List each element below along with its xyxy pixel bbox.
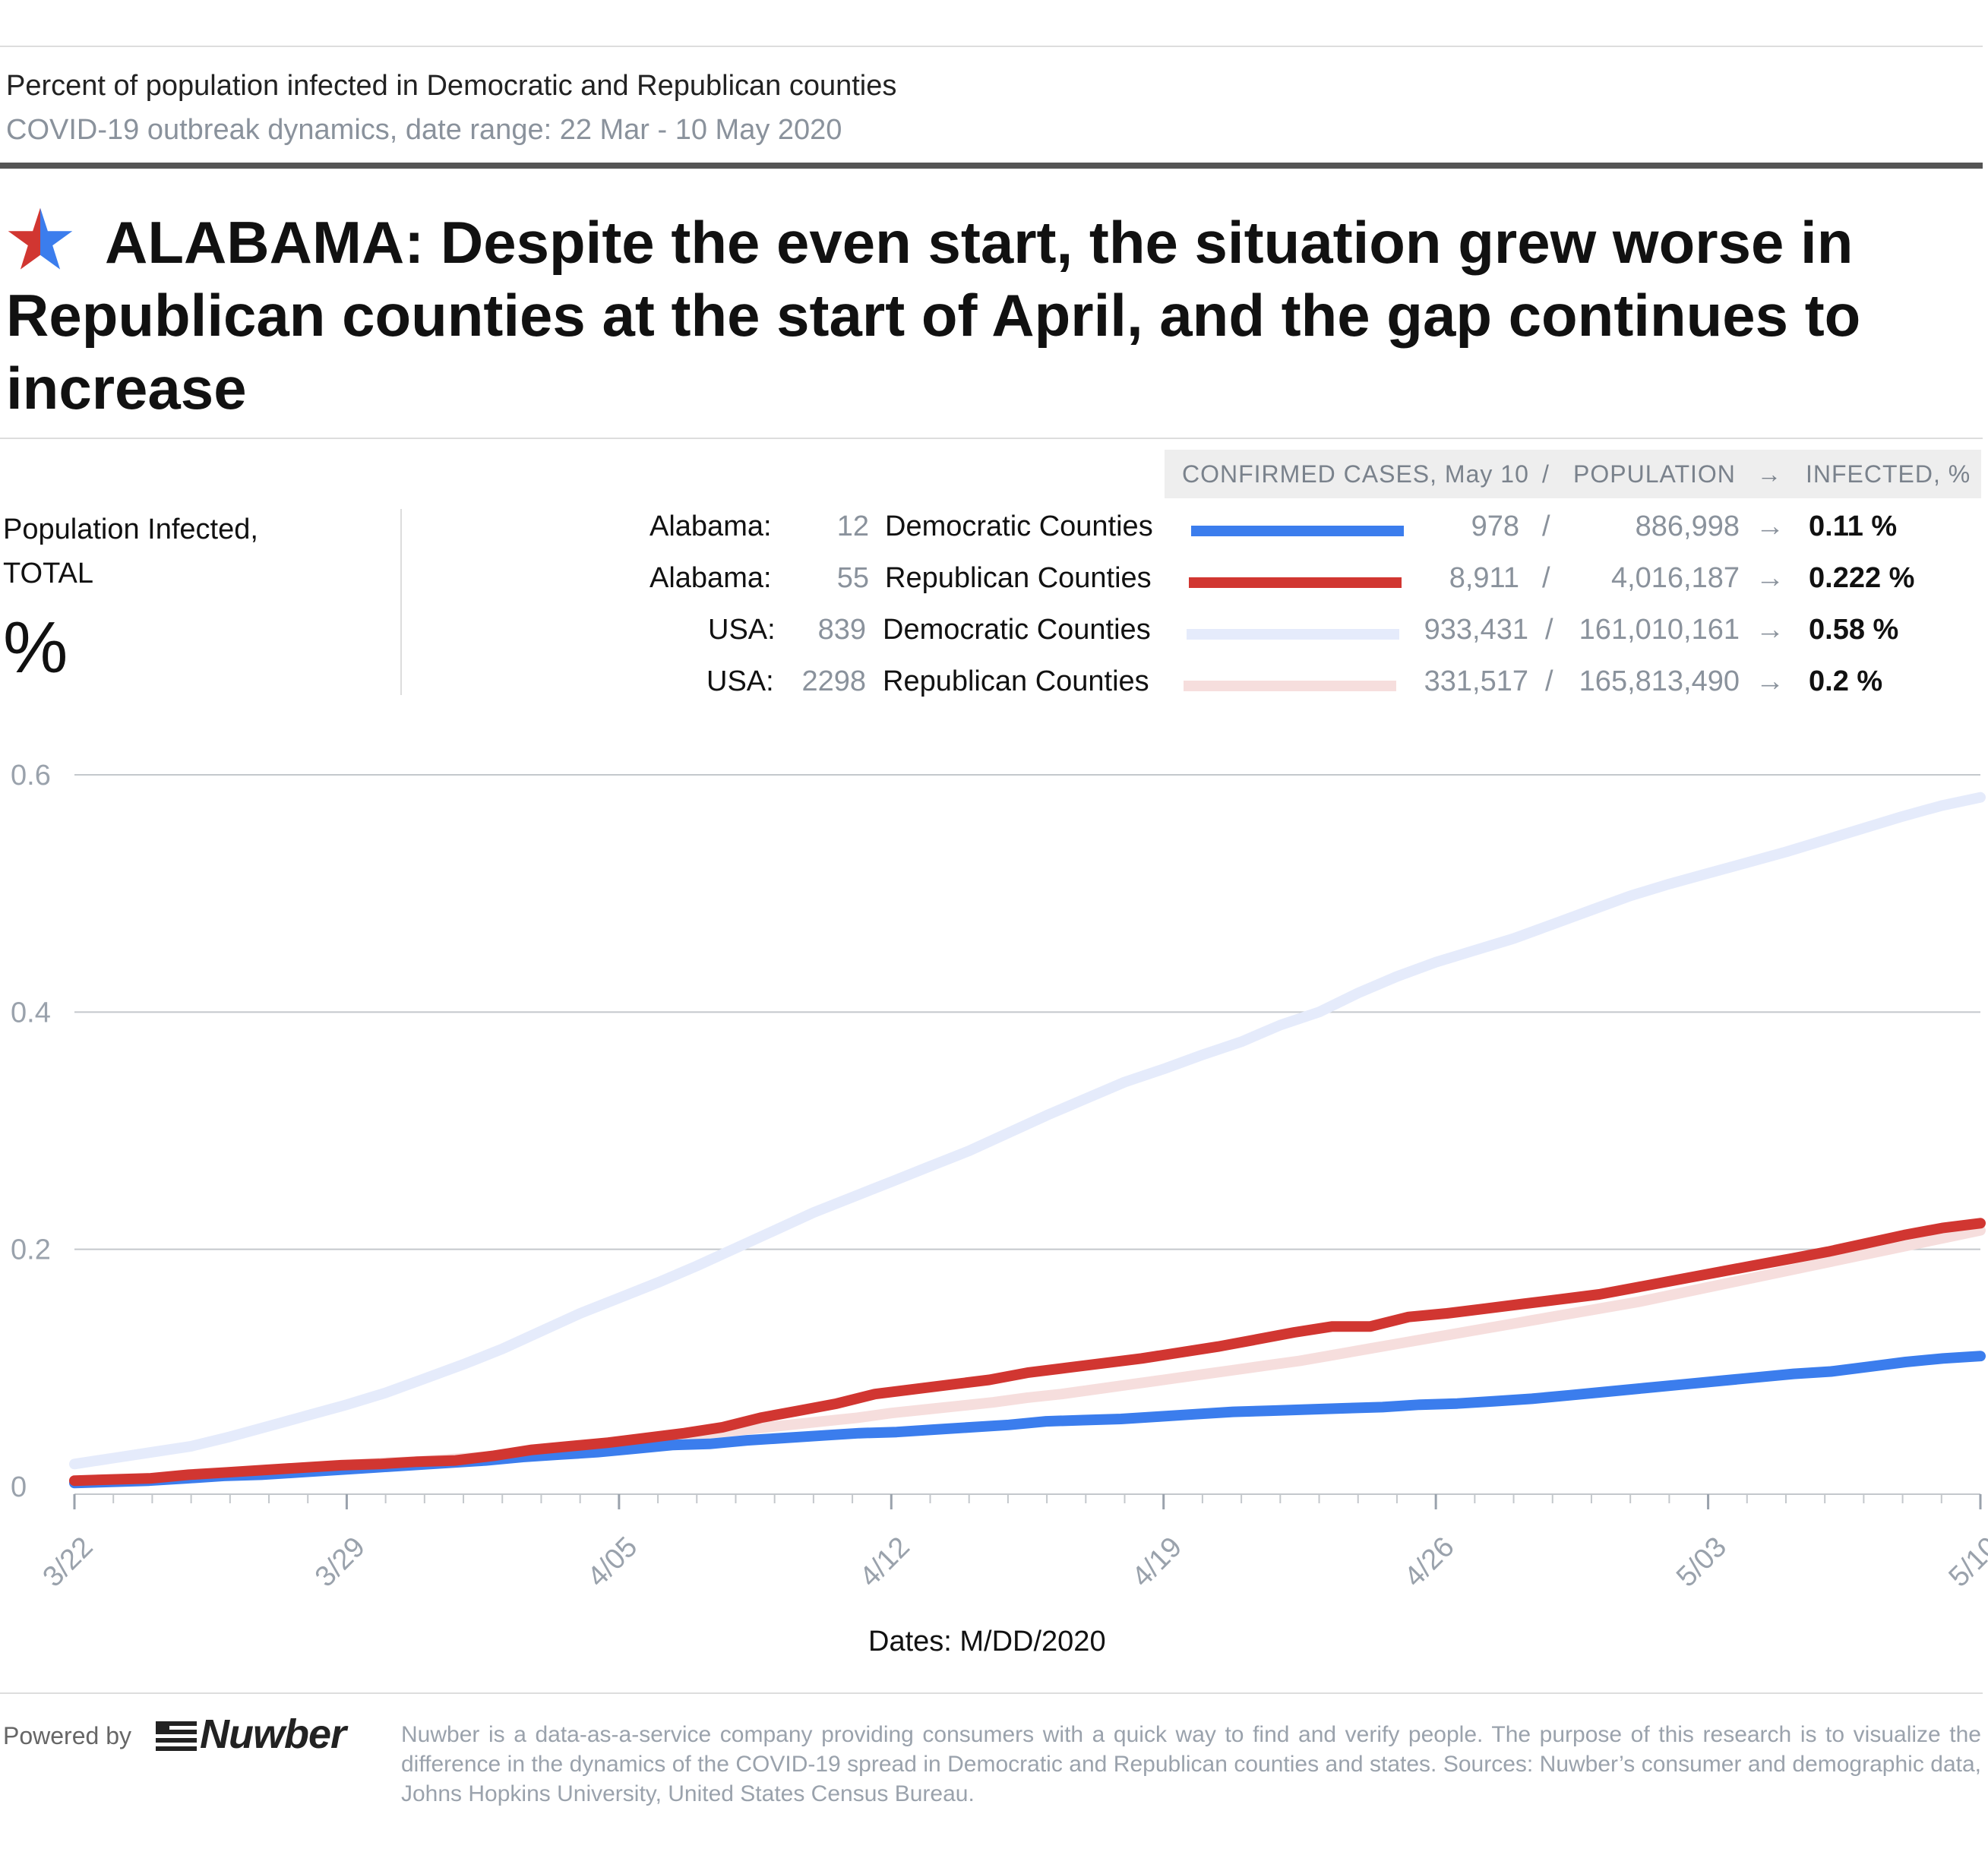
legend-row: USA: 839 Democratic Counties 933,431 / 1…	[0, 611, 1988, 656]
legend-county-count: 839	[817, 614, 866, 646]
legend-region: Alabama:	[649, 510, 772, 542]
y-tick-label: 0.4	[11, 997, 51, 1029]
legend-header-arrow: →	[1757, 460, 1782, 488]
legend-header-sep: /	[1542, 460, 1550, 488]
legend-row: Alabama: 55 Republican Counties 8,911 / …	[0, 559, 1988, 605]
chart-kicker: Percent of population infected in Democr…	[6, 70, 897, 102]
legend-row: Alabama: 12 Democratic Counties 978 / 88…	[0, 507, 1988, 553]
legend-label: Democratic Counties	[883, 614, 1151, 646]
legend-sep: /	[1545, 614, 1553, 646]
y-axis-title: Population Infected, TOTAL	[3, 507, 258, 596]
legend-header-infected: INFECTED, %	[1806, 460, 1971, 488]
legend-infected: 0.58 %	[1809, 614, 1899, 646]
series-line	[69, 1218, 1986, 1487]
x-tick-label: 5/03	[1670, 1531, 1733, 1594]
legend-infected: 0.2 %	[1809, 665, 1883, 697]
y-axis-title-line1: Population Infected,	[3, 514, 258, 545]
legend-population: 165,813,490	[1579, 665, 1740, 697]
legend-swatch	[1191, 526, 1404, 536]
legend-population: 4,016,187	[1610, 562, 1740, 594]
legend-county-count: 55	[836, 562, 869, 594]
legend-arrow: →	[1756, 562, 1784, 594]
legend-header-cases: CONFIRMED CASES, May 10	[1182, 460, 1529, 488]
legend-header: CONFIRMED CASES, May 10 / POPULATION → I…	[1165, 450, 1981, 498]
legend-county-count: 12	[836, 510, 869, 542]
legend-population: 161,010,161	[1579, 614, 1740, 646]
legend-sep: /	[1545, 665, 1553, 697]
nuwber-logo[interactable]: Nuwber	[156, 1711, 361, 1764]
chart-subkicker: COVID-19 outbreak dynamics, date range: …	[6, 114, 842, 146]
series-line	[69, 1225, 1986, 1487]
series-line	[69, 792, 1986, 1470]
powered-by: Powered by	[3, 1722, 131, 1749]
legend-sep: /	[1542, 510, 1550, 542]
x-tick-label: 3/29	[309, 1531, 371, 1594]
legend-infected: 0.222 %	[1809, 562, 1915, 594]
legend-arrow: →	[1756, 510, 1784, 542]
headline: ALABAMA: Despite the even start, the sit…	[6, 205, 1951, 425]
x-tick-label: 4/05	[581, 1531, 643, 1594]
header-divider	[0, 163, 1983, 169]
legend-label: Republican Counties	[883, 665, 1149, 697]
section-divider	[0, 438, 1983, 439]
legend-county-count: 2298	[801, 665, 866, 697]
legend-arrow: →	[1756, 614, 1784, 646]
legend-swatch	[1189, 577, 1402, 588]
x-tick-label: 4/12	[854, 1531, 916, 1594]
y-axis-unit: %	[3, 607, 68, 688]
star-icon	[8, 207, 73, 270]
legend-population: 886,998	[1635, 510, 1740, 542]
y-tick-label: 0.2	[11, 1234, 51, 1266]
legend-swatch	[1184, 681, 1396, 691]
legend-region: USA:	[706, 665, 774, 697]
y-axis-title-separator	[400, 509, 402, 695]
legend-infected: 0.11 %	[1809, 510, 1898, 542]
line-chart: 0 0.2 0.4 0.6 3/22 3/29 4/05 4/12 4/19 4/26 5/03 5/…	[11, 760, 1988, 1594]
y-tick-label: 0	[11, 1471, 27, 1503]
y-tick-label: 0.6	[11, 760, 51, 792]
y-axis-title-line2: TOTAL	[3, 558, 93, 589]
top-rule	[0, 46, 1983, 47]
logo-text: Nuwber	[200, 1711, 346, 1757]
legend-swatch	[1187, 629, 1399, 640]
legend-sep: /	[1542, 562, 1550, 594]
legend-arrow: →	[1756, 665, 1784, 697]
legend-cases: 331,517	[1424, 665, 1528, 697]
legend-cases: 8,911	[1449, 562, 1519, 594]
x-tick-label: 4/26	[1399, 1531, 1461, 1594]
legend-row: USA: 2298 Republican Counties 331,517 / …	[0, 662, 1988, 708]
x-axis-title: Dates: M/DD/2020	[868, 1626, 1106, 1657]
chart-grid	[74, 774, 1980, 1250]
chart-series	[69, 792, 1986, 1489]
headline-text: ALABAMA: Despite the even start, the sit…	[6, 209, 1861, 422]
footnote: Nuwber is a data-as-a-service company pr…	[401, 1722, 1981, 1806]
legend-label: Democratic Counties	[885, 510, 1153, 542]
x-tick-label: 4/19	[1126, 1531, 1188, 1594]
legend-header-population: POPULATION	[1573, 460, 1736, 488]
legend-label: Republican Counties	[885, 562, 1152, 594]
x-tick-label: 3/22	[37, 1531, 100, 1594]
flag-icon	[156, 1721, 197, 1751]
footer-rule	[0, 1692, 1983, 1694]
legend-region: Alabama:	[649, 562, 772, 594]
legend-region: USA:	[708, 614, 776, 646]
x-tick-label: 5/10	[1943, 1531, 1988, 1594]
legend-cases: 933,431	[1424, 614, 1528, 646]
legend-cases: 978	[1471, 510, 1519, 542]
